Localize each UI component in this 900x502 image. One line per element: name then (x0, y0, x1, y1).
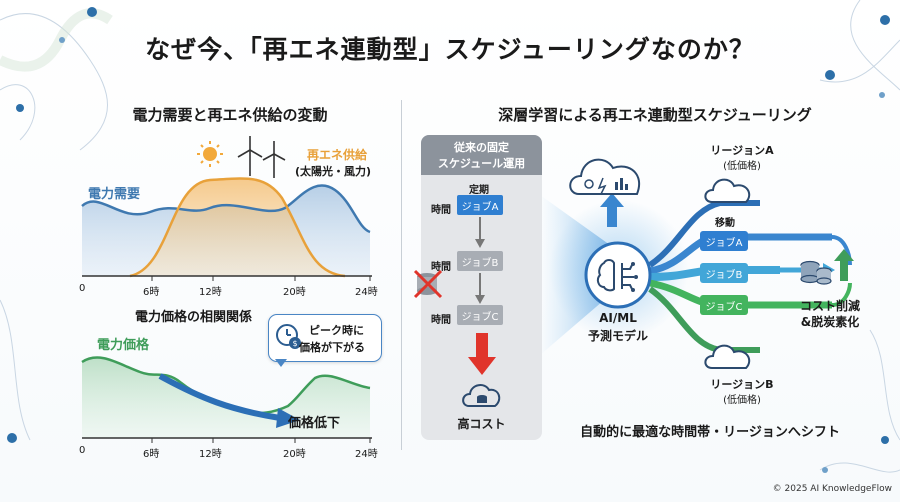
shifted-job-a: ジョブA (700, 231, 748, 251)
cancelled-database-icon (413, 269, 443, 299)
supply-line (129, 177, 346, 278)
result-up-arrow (834, 249, 854, 261)
price-chart (81, 356, 372, 443)
region-b-price: (低価格) (723, 395, 761, 406)
legacy-arrow-1 (475, 217, 485, 248)
chart1-tick-24: 24時 (355, 287, 378, 298)
legacy-job-c-label: ジョブC (461, 312, 499, 323)
shifted-job-c: ジョブC (700, 295, 748, 315)
left-section-heading: 電力需要と再エネ供給の変動 (132, 106, 328, 124)
legacy-job-b: ジョブB (457, 251, 503, 271)
sun-icon (197, 141, 223, 167)
svg-text:$: $ (292, 339, 297, 348)
coin-stack-icon (800, 260, 832, 285)
right-section-heading: 深層学習による再エネ連動型スケジューリング (498, 106, 812, 124)
time-label-b: 時間 (431, 262, 451, 273)
legacy-job-b-label: ジョブB (461, 258, 499, 269)
fixed-schedule-label: 定期 (469, 185, 489, 196)
chart2-tick-24: 24時 (355, 449, 378, 460)
legacy-job-a-label: ジョブA (461, 202, 499, 213)
region-b-label: リージョンB (710, 378, 774, 391)
price-series-label: 電力価格 (97, 338, 150, 353)
time-label-c: 時間 (431, 315, 451, 326)
chart2-tick-12: 12時 (199, 449, 222, 460)
callout-line-1: ピーク時に (309, 324, 364, 337)
chart1-tick-20: 20時 (283, 287, 306, 298)
callout-pointer (275, 359, 287, 367)
move-label: 移動 (715, 218, 735, 229)
chart2-tick-20: 20時 (283, 449, 306, 460)
price-area (82, 357, 370, 438)
price-drop-arrow-shaft (158, 373, 281, 421)
legacy-schedule-panel: 従来の固定 スケジュール運用 定期 時間 ジョブA 時間 ジョブB 時間 ジョブ… (413, 135, 542, 440)
supply-series-label: 再エネ供給 (307, 148, 368, 162)
price-drop-arrowhead (276, 408, 300, 428)
section-divider (401, 100, 402, 450)
demand-line (81, 184, 371, 234)
ai-brain-icon (584, 241, 652, 309)
ai-model-label-line-1: AI/ML (599, 311, 637, 325)
shifted-job-a-label: ジョブA (705, 238, 743, 249)
supply-series-sublabel: (太陽光・風力) (295, 165, 372, 178)
legacy-job-a: ジョブA (457, 195, 503, 215)
legacy-job-c: ジョブC (457, 305, 503, 325)
chart1-tick-12: 12時 (199, 287, 222, 298)
copyright: © 2025 AI KnowledgeFlow (772, 484, 892, 494)
price-drop-label: 価格低下 (288, 416, 341, 431)
chart2-tick-6: 6時 (143, 449, 160, 460)
up-arrow (600, 193, 624, 207)
cloud-database-icon (462, 384, 501, 407)
time-label-a: 時間 (431, 205, 451, 216)
price-chart-heading: 電力価格の相関関係 (135, 310, 253, 325)
result-label-line-2: &脱炭素化 (800, 315, 860, 329)
chart1-tick-0: 0 (79, 283, 86, 294)
region-a-price: (低価格) (723, 161, 761, 172)
wind-turbine-icon (237, 136, 286, 178)
high-cost-label: 高コスト (457, 417, 506, 431)
high-cost-red-arrow (468, 333, 496, 375)
chart2-tick-0: 0 (79, 445, 86, 456)
ai-model-label-line-2: 予測モデル (587, 329, 648, 343)
region-a-label: リージョンA (710, 144, 774, 157)
demand-series-label: 電力需要 (88, 187, 141, 202)
shifted-job-b: ジョブB (700, 263, 748, 283)
legacy-title-line-1: 従来の固定 (454, 141, 509, 154)
shifted-job-b-label: ジョブB (705, 270, 743, 281)
supply-area (130, 178, 345, 276)
flow-to-region-a (648, 200, 760, 268)
region-b-cloud-icon (704, 344, 751, 369)
page-title: なぜ今、「再エネ連動型」スケジューリングなのか？ (145, 35, 755, 64)
result-label-line-1: コスト削減 (799, 299, 860, 313)
demand-supply-chart (81, 136, 372, 281)
peak-price-callout: $ ピーク時に 価格が下がる (268, 314, 382, 362)
clock-dollar-icon: $ (276, 324, 301, 349)
legacy-arrow-2 (475, 273, 485, 304)
chart1-tick-6: 6時 (143, 287, 160, 298)
legacy-panel-header (421, 135, 542, 175)
bottom-caption: 自動的に最適な時間帯・リージョンへシフト (580, 425, 840, 440)
weather-data-cloud-icon (569, 158, 640, 195)
callout-line-2: 価格が下がる (299, 341, 365, 354)
region-a-cloud-icon (704, 178, 751, 203)
legacy-title-line-2: スケジュール運用 (437, 157, 526, 170)
shifted-job-c-label: ジョブC (705, 302, 743, 313)
